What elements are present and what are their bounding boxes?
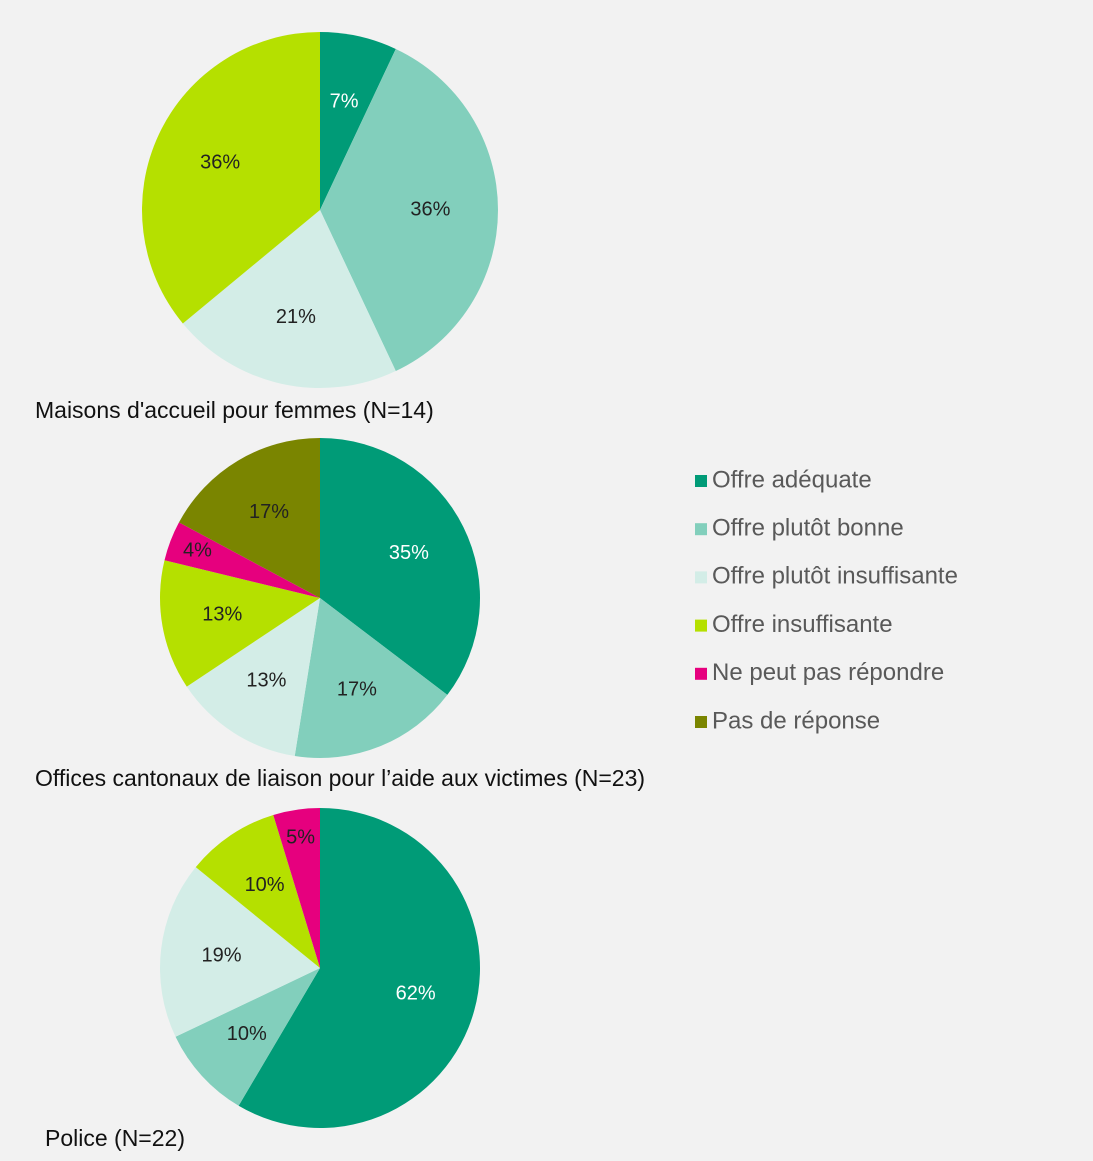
data-label: 10% [245, 874, 285, 896]
pie-slice [195, 814, 320, 968]
pie-slice [238, 808, 481, 1128]
data-label: 10% [227, 1023, 267, 1045]
legend-swatch [695, 619, 707, 632]
pie-slice [186, 598, 320, 756]
pie-slice [178, 438, 320, 598]
legend-label: Offre plutôt bonne [712, 515, 904, 542]
data-label: 13% [202, 604, 242, 626]
data-label: 62% [396, 982, 436, 1004]
data-label: 35% [389, 542, 429, 564]
legend-label: Offre plutôt insuffisante [712, 563, 958, 590]
legend-label: Offre adéquate [712, 466, 872, 493]
pie-slice [320, 48, 498, 372]
legend-swatch [695, 667, 707, 680]
data-label: 17% [249, 501, 289, 523]
legend-label: Offre insuffisante [712, 611, 893, 638]
pie-slice [182, 210, 396, 389]
data-label: 21% [276, 306, 316, 328]
pie-slice [159, 560, 320, 687]
pie-slice [160, 867, 320, 1037]
legend-label: Ne peut pas répondre [712, 659, 944, 686]
chart-title: Maisons d'accueil pour femmes (N=14) [35, 397, 434, 423]
data-label: 7% [330, 91, 359, 113]
data-label: 36% [200, 151, 240, 173]
data-label: 19% [201, 945, 241, 967]
legend-swatch [695, 475, 707, 487]
pie-slice [320, 438, 480, 695]
data-label: 17% [337, 678, 377, 700]
legend-swatch [695, 571, 707, 584]
pie-slice [320, 32, 396, 210]
data-label: 4% [183, 539, 212, 561]
data-label: 13% [246, 670, 286, 692]
pie-slice [164, 522, 320, 598]
pie-slice [273, 807, 320, 968]
pie-slice [142, 32, 320, 324]
pie-slice [294, 598, 448, 758]
chart-title: Police (N=22) [45, 1125, 185, 1151]
data-label: 36% [410, 198, 450, 220]
pie-slice [175, 968, 320, 1106]
legend-label: Pas de réponse [712, 707, 880, 734]
legend-swatch [695, 716, 707, 728]
data-label: 5% [286, 827, 315, 849]
legend-swatch [695, 523, 707, 536]
chart-title: Offices cantonaux de liaison pour l’aide… [35, 765, 645, 791]
